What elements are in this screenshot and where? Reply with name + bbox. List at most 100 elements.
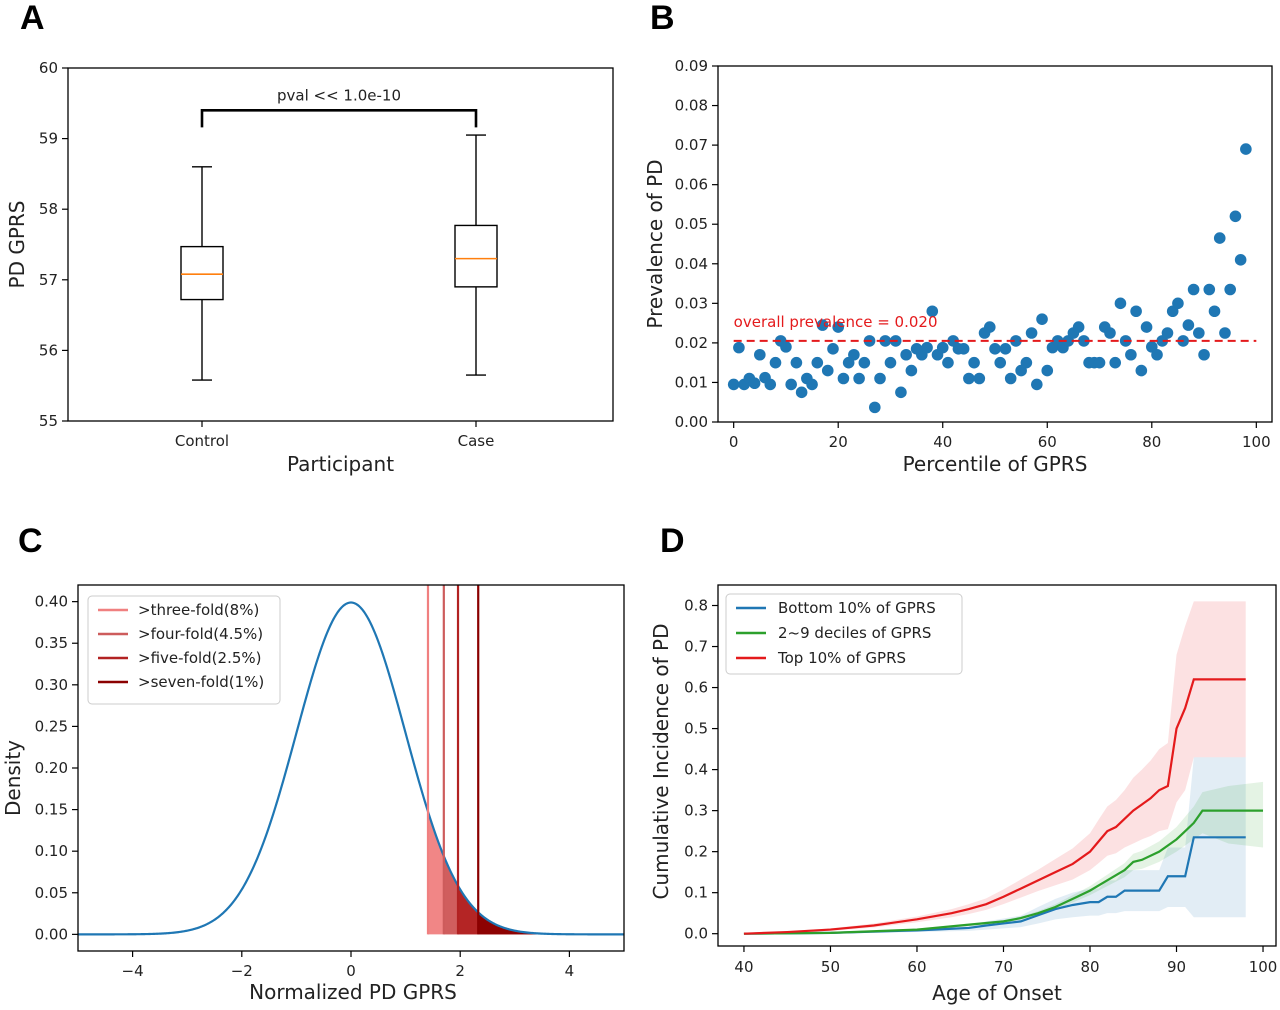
scatter-point xyxy=(858,356,871,369)
y-tick-label: 0.1 xyxy=(684,884,708,902)
legend-label: >four-fold(4.5%) xyxy=(138,625,263,643)
scatter-point xyxy=(973,372,986,385)
scatter-point xyxy=(1036,313,1048,325)
scatter-point xyxy=(942,356,954,369)
y-tick-label: 0.6 xyxy=(684,679,708,697)
legend-label: Bottom 10% of GPRS xyxy=(778,599,936,617)
y-tick-label: 0.8 xyxy=(684,597,708,615)
scatter-point xyxy=(900,348,912,361)
scatter-point xyxy=(1229,210,1242,223)
scatter-point xyxy=(790,356,803,369)
scatter-point xyxy=(879,335,892,347)
x-tick-label: 40 xyxy=(933,433,952,451)
scatter-point xyxy=(769,356,782,369)
legend-label: Top 10% of GPRS xyxy=(777,649,906,667)
scatter-point xyxy=(905,364,918,377)
x-tick-label: Control xyxy=(175,432,229,450)
scatter-point xyxy=(1125,348,1137,361)
scatter-point xyxy=(832,321,845,333)
scatter-point xyxy=(764,378,777,391)
y-tick-label: 0.5 xyxy=(684,720,708,738)
pvalue-annotation: pval << 1.0e-10 xyxy=(277,86,401,104)
scatter-point xyxy=(895,386,907,399)
scatter-point xyxy=(936,341,949,354)
x-tick-label: 80 xyxy=(1080,958,1099,976)
scatter-point xyxy=(1114,297,1127,310)
x-tick-label: 60 xyxy=(1038,433,1057,451)
series-line-3 xyxy=(743,678,1246,935)
scatter-point xyxy=(1020,356,1033,369)
scatter-point xyxy=(1234,254,1247,266)
scatter-point xyxy=(921,341,933,354)
scatter-point xyxy=(1187,283,1200,296)
panel-letter-c: C xyxy=(18,522,43,560)
x-tick-label: 40 xyxy=(734,958,753,976)
scatter-point xyxy=(837,372,850,385)
box-iqr xyxy=(454,224,498,288)
y-tick-label: 0.20 xyxy=(35,759,68,777)
y-tick-label: 0.08 xyxy=(675,97,708,115)
y-tick-label: 0.05 xyxy=(675,215,708,233)
panel-d-cumulative-incidence: 0.0 0.1 0.2 0.3 0.4 0.5 0.6 0.7 0.8 40 50 60 70 80 90 1… xyxy=(649,584,1277,1005)
scatter-point xyxy=(963,372,975,385)
series-line-2 xyxy=(743,809,1264,935)
x-tick-label: 70 xyxy=(994,958,1013,976)
y-tick-label: 0.25 xyxy=(35,717,68,735)
scatter-point xyxy=(999,343,1012,355)
x-tick-label: Case xyxy=(458,432,495,450)
y-tick-label: 0.0 xyxy=(684,925,708,943)
confidence-band-3 xyxy=(743,601,1246,934)
scatter-point xyxy=(1093,356,1106,369)
scatter-point xyxy=(989,343,1001,355)
scatter-point xyxy=(727,378,740,391)
tail-area-3 xyxy=(458,885,624,935)
y-tick-label: 0.15 xyxy=(35,801,68,819)
x-tick-label: 4 xyxy=(565,962,575,980)
y-tick-label: 0.05 xyxy=(35,884,68,902)
panel-b-scatter: 0.00 0.01 0.02 0.03 0.04 0.05 0.06 0.07 0.08 0.09… xyxy=(643,57,1273,476)
y-tick-label: 0.01 xyxy=(675,373,708,391)
x-axis-label: Normalized PD GPRS xyxy=(249,980,457,1004)
y-tick-label: 0.2 xyxy=(684,843,708,861)
legend-box xyxy=(87,595,281,705)
scatter-point xyxy=(848,348,860,361)
y-tick-label: 58 xyxy=(39,200,58,218)
x-tick-label: 60 xyxy=(907,958,926,976)
scatter-point xyxy=(1203,283,1216,296)
y-tick-label: 0.35 xyxy=(35,634,68,652)
scatter-point xyxy=(1135,364,1148,377)
y-tick-label: 59 xyxy=(39,130,58,148)
scatter-point xyxy=(816,319,829,331)
scatter-point xyxy=(748,377,761,390)
scatter-point xyxy=(795,386,808,399)
y-tick-label: 0.3 xyxy=(684,802,708,820)
y-tick-label: 55 xyxy=(39,412,58,430)
y-tick-label: 0.02 xyxy=(675,334,708,352)
scatter-point xyxy=(1172,297,1184,310)
panel-letter-a: A xyxy=(20,0,45,37)
y-axis-label: Density xyxy=(1,740,25,816)
scatter-point xyxy=(884,356,897,369)
scatter-point xyxy=(874,372,886,385)
box-case xyxy=(454,134,498,376)
scatter-point xyxy=(853,372,865,385)
scatter-point xyxy=(994,356,1007,369)
panel-c-density: 0.00 0.05 0.10 0.15 0.20 0.25 0.30 0.35 0.40 −4 −2… xyxy=(1,584,625,1004)
scatter-point xyxy=(1072,321,1085,333)
x-tick-label: −4 xyxy=(122,962,144,980)
scatter-point xyxy=(1130,305,1142,318)
scatter-point xyxy=(1219,327,1231,339)
y-tick-label: 0.00 xyxy=(35,925,68,943)
y-tick-label: 57 xyxy=(39,271,58,289)
y-tick-label: 60 xyxy=(39,59,58,77)
legend-label: 2~9 deciles of GPRS xyxy=(778,624,931,642)
y-tick-label: 56 xyxy=(39,341,58,359)
y-tick-label: 0.06 xyxy=(675,176,708,194)
confidence-band-1 xyxy=(743,757,1246,934)
plot-frame-d xyxy=(717,584,1277,947)
legend-c: >three-fold(8%) >four-fold(4.5%) >five-fol… xyxy=(87,595,281,705)
legend-label: >seven-fold(1%) xyxy=(138,673,264,691)
x-tick-label: −2 xyxy=(231,962,253,980)
scatter-point xyxy=(1004,372,1017,385)
